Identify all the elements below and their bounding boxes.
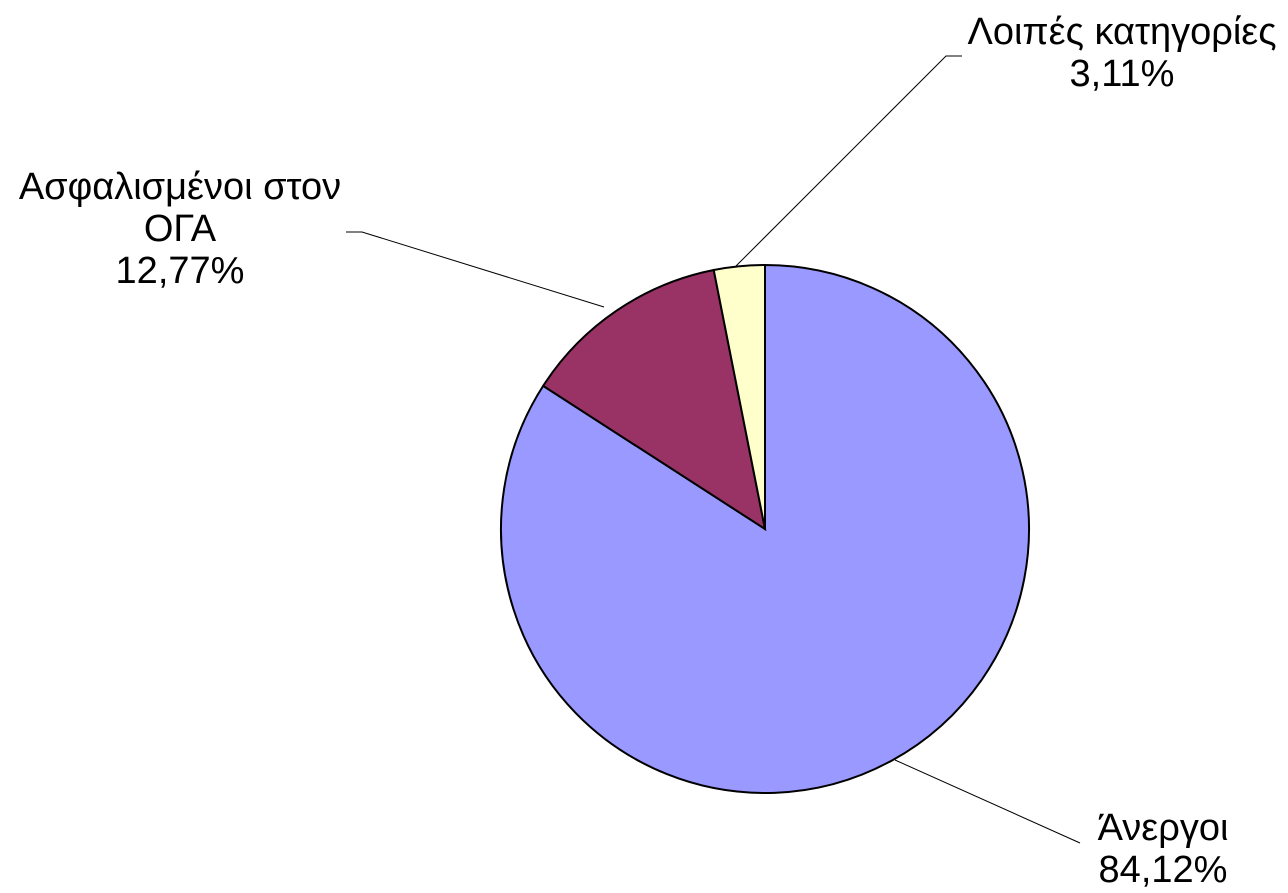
pie-slice-2 bbox=[541, 268, 767, 532]
slice-name-label-2-line-1: Ασφαλισμένοι στον bbox=[19, 166, 341, 208]
slice-label-3: Λοιπές κατηγορίες 3,11% bbox=[967, 11, 1276, 95]
slice-name-label-3-line-1: Λοιπές κατηγορίες bbox=[967, 11, 1276, 53]
leader-line-2 bbox=[346, 231, 605, 308]
slice-value-label-2: 12,77% bbox=[116, 250, 245, 292]
slice-name-label-1-line-1: Άνεργοι bbox=[1098, 807, 1229, 849]
leader-lines bbox=[346, 55, 1081, 844]
slice-name-label-2-line-2: ΟΓΑ bbox=[144, 208, 217, 250]
slice-value-label-3: 3,11% bbox=[1070, 53, 1175, 95]
slice-label-2: Ασφαλισμένοι στον ΟΓΑ 12,77% bbox=[19, 166, 341, 292]
pie-slices bbox=[500, 263, 1030, 794]
pie-slice-3 bbox=[712, 263, 766, 530]
slice-labels: Άνεργοι 84,12% Ασφαλισμένοι στον ΟΓΑ 12,77% Λ… bbox=[19, 11, 1277, 891]
leader-line-3 bbox=[735, 55, 962, 267]
slice-value-label-1: 84,12% bbox=[1099, 849, 1228, 888]
leader-line-1 bbox=[894, 759, 1081, 844]
slice-label-1: Άνεργοι 84,12% bbox=[1098, 807, 1229, 888]
